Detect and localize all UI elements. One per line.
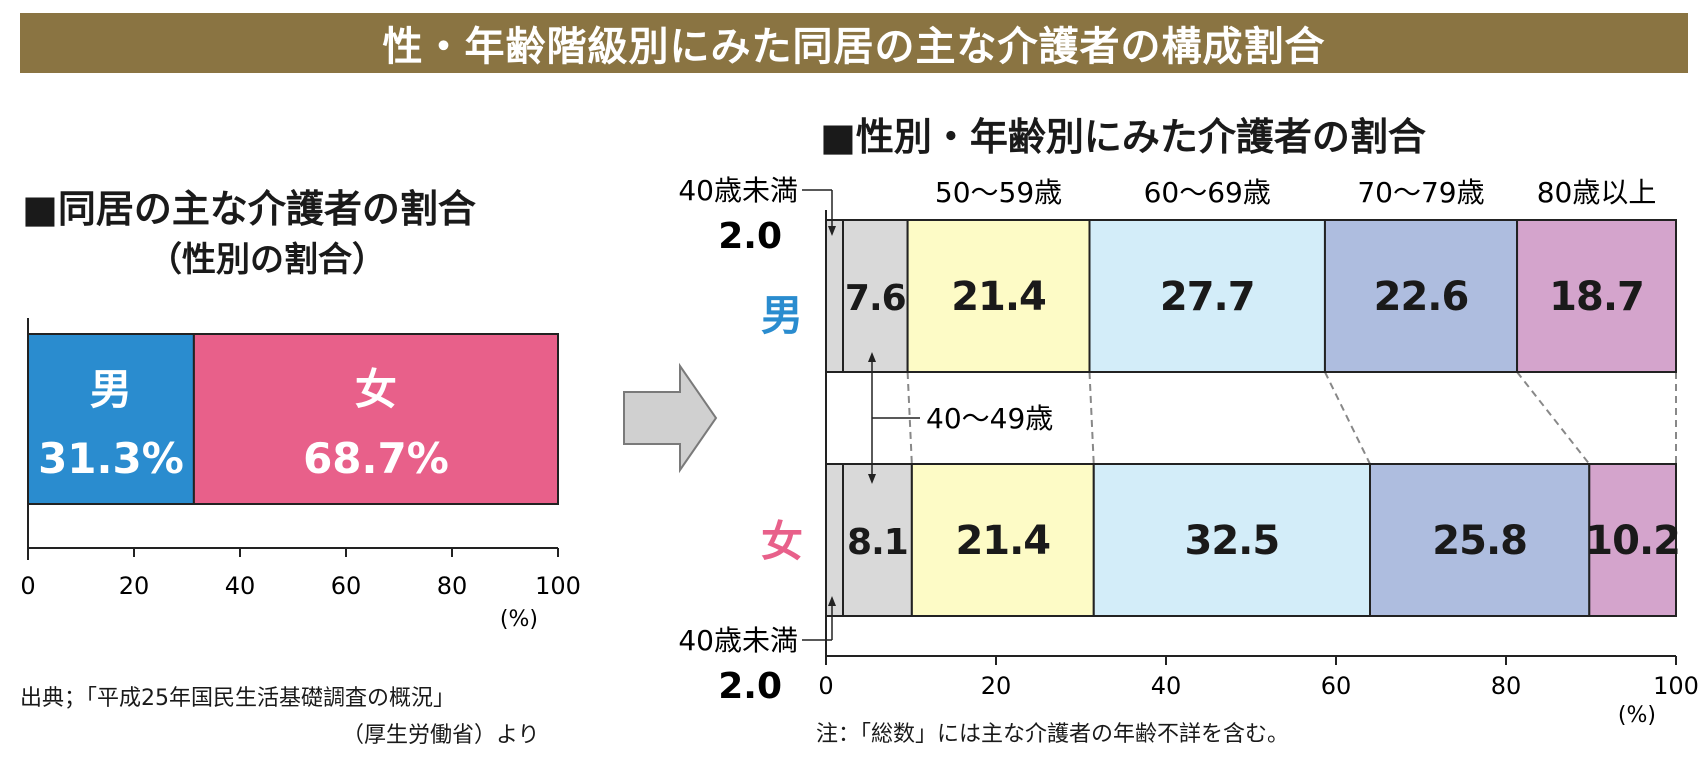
- arrowhead-icon: [868, 352, 876, 362]
- arrowhead-icon: [828, 596, 836, 606]
- segment-label: 27.7: [1160, 274, 1255, 320]
- left-axis-unit: (%): [500, 607, 538, 632]
- segment-female: [910, 463, 1095, 617]
- right-axis-unit: (%): [1618, 703, 1656, 728]
- right-x-tick-label: 20: [981, 672, 1012, 700]
- left-x-tick-label: 0: [20, 572, 35, 600]
- segment-male: [842, 219, 909, 373]
- title-bar: 性・年齢階級別にみた同居の主な介護者の構成割合: [20, 13, 1688, 73]
- connector-line: [1088, 371, 1095, 465]
- segment-female: [825, 463, 844, 617]
- segment-female: [1369, 463, 1591, 617]
- left-x-tick-label: 100: [535, 572, 581, 600]
- age-group-label: 40～49歳: [926, 402, 1053, 435]
- segment-label: 21.4: [951, 274, 1046, 320]
- segment-male: [1516, 219, 1678, 373]
- left-x-tick-label: 80: [437, 572, 468, 600]
- bar-female: [192, 333, 559, 505]
- left-x-tick-label: 60: [331, 572, 362, 600]
- segment-male: [906, 219, 1091, 373]
- segment-male: [1323, 219, 1519, 373]
- segment-label: 22.6: [1374, 274, 1469, 320]
- segment-female: [1092, 463, 1371, 617]
- right-x-tick-label: 60: [1321, 672, 1352, 700]
- age-share-chart: 0 20 40 60 80 100 7.6 21.4 27.7 22.6 18.7 8.1 21.4 3…: [678, 174, 1699, 728]
- right-x-tick-label: 0: [818, 672, 833, 700]
- bar-male-value: 31.3%: [38, 434, 184, 483]
- right-x-tick-label: 80: [1491, 672, 1522, 700]
- bar-female-value: 68.7%: [303, 434, 449, 483]
- bar-female-name: 女: [355, 365, 397, 414]
- connector-line: [1324, 371, 1371, 465]
- left-subheading: （性別の割合）: [148, 240, 386, 280]
- gender-share-chart: 0 20 40 60 80 100 男 31.3% 女 68.7% (%): [20, 318, 581, 632]
- row-label-male: 男: [761, 291, 803, 340]
- age-group-label: 50～59歳: [935, 176, 1062, 209]
- page-title: 性・年齢階級別にみた同居の主な介護者の構成割合: [382, 24, 1326, 70]
- small-callout-value: 2.0: [718, 666, 782, 707]
- right-x-tick-label: 100: [1653, 672, 1699, 700]
- age-group-label: 60～69歳: [1144, 176, 1271, 209]
- segment-label: 32.5: [1185, 518, 1280, 564]
- left-x-tick-label: 40: [225, 572, 256, 600]
- row-label-female: 女: [761, 517, 803, 566]
- age-group-label: 40歳未満: [678, 624, 798, 657]
- footnote: 注：「総数」には主な介護者の年齢不詳を含む。: [816, 722, 1290, 747]
- arrowhead-icon: [828, 226, 836, 236]
- bar-male: [27, 333, 195, 505]
- segment-female: [1588, 463, 1678, 617]
- age-group-label: 80歳以上: [1537, 176, 1657, 209]
- segment-label: 21.4: [955, 518, 1050, 564]
- age-group-label: 70～79歳: [1357, 176, 1484, 209]
- segment-label: 8.1: [847, 522, 908, 563]
- arrowhead-icon: [868, 474, 876, 484]
- connector-line: [906, 371, 913, 465]
- right-x-tick-label: 40: [1151, 672, 1182, 700]
- segment-label: 10.2: [1585, 518, 1680, 564]
- segment-label: 7.6: [845, 278, 906, 319]
- left-heading: ■同居の主な介護者の割合: [22, 187, 476, 231]
- source-line-1: 出典；「平成25年国民生活基礎調査の概況」: [20, 686, 455, 711]
- bar-male-name: 男: [90, 365, 132, 414]
- left-x-tick-label: 20: [119, 572, 150, 600]
- right-heading: ■性別・年齢別にみた介護者の割合: [820, 115, 1426, 159]
- source-line-2: （厚生労働省）より: [342, 723, 540, 748]
- age-group-label: 40歳未満: [678, 174, 798, 207]
- connector-line: [1516, 371, 1591, 465]
- small-callout-value: 2.0: [718, 216, 782, 257]
- segment-label: 18.7: [1549, 274, 1644, 320]
- right-arrow-icon: [623, 362, 718, 474]
- segment-male: [825, 219, 844, 373]
- segment-label: 25.8: [1432, 518, 1527, 564]
- segment-female: [842, 463, 913, 617]
